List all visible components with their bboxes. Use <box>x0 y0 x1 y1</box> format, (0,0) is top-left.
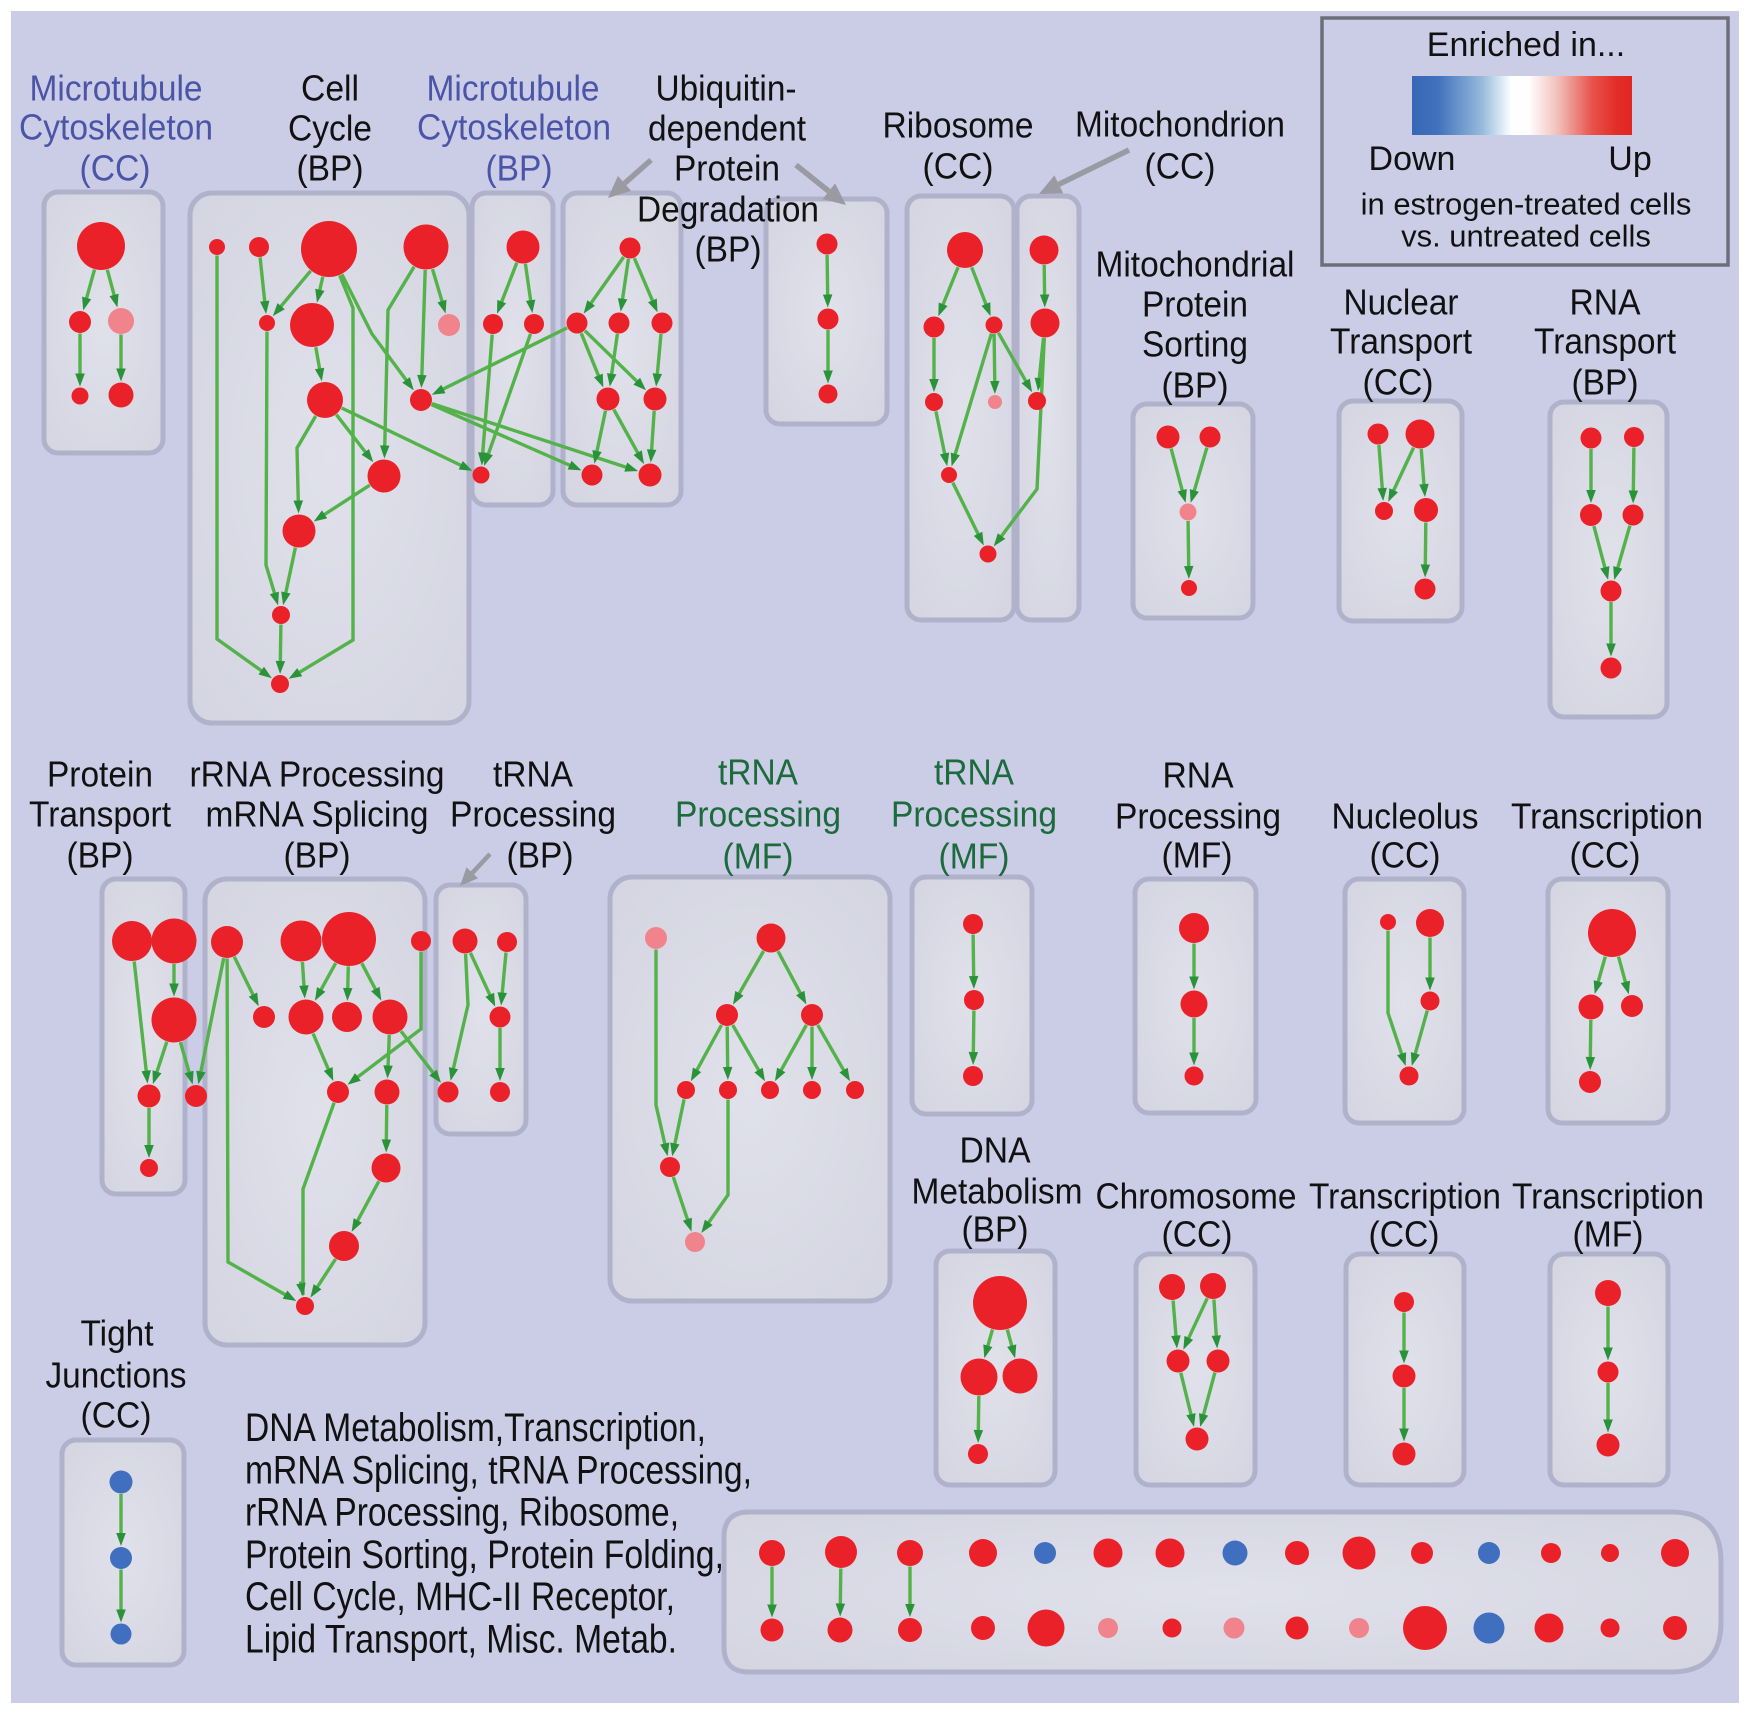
svg-text:dependent: dependent <box>648 108 806 149</box>
svg-text:rRNA Processing, Ribosome,: rRNA Processing, Ribosome, <box>245 1491 679 1535</box>
svg-text:(BP): (BP) <box>1572 362 1639 403</box>
svg-text:(CC): (CC) <box>923 146 994 187</box>
svg-text:Protein: Protein <box>47 754 153 795</box>
svg-text:tRNA: tRNA <box>718 752 798 793</box>
svg-text:Tight: Tight <box>81 1313 154 1354</box>
svg-text:(CC): (CC) <box>1370 835 1441 876</box>
svg-text:Junctions: Junctions <box>46 1355 187 1396</box>
svg-text:Cycle: Cycle <box>288 108 372 149</box>
svg-text:(BP): (BP) <box>507 835 574 876</box>
svg-text:(MF): (MF) <box>1162 835 1233 876</box>
svg-text:in estrogen-treated cells: in estrogen-treated cells <box>1361 187 1692 222</box>
svg-text:Sorting: Sorting <box>1142 324 1248 365</box>
svg-text:(BP): (BP) <box>67 835 134 876</box>
svg-text:(CC): (CC) <box>1162 1214 1233 1255</box>
svg-text:(CC): (CC) <box>80 148 151 189</box>
svg-text:Protein Sorting, Protein Foldi: Protein Sorting, Protein Folding, <box>245 1533 724 1577</box>
svg-text:Transcription: Transcription <box>1511 796 1703 837</box>
svg-text:(BP): (BP) <box>1162 365 1229 406</box>
svg-text:(BP): (BP) <box>297 148 364 189</box>
svg-text:Ribosome: Ribosome <box>883 105 1034 146</box>
svg-text:Up: Up <box>1608 140 1651 178</box>
svg-text:DNA: DNA <box>960 1130 1031 1171</box>
svg-text:Transcription: Transcription <box>1309 1176 1501 1217</box>
svg-text:Chromosome: Chromosome <box>1096 1176 1297 1217</box>
svg-text:Microtubule: Microtubule <box>30 68 203 109</box>
svg-text:Nuclear: Nuclear <box>1344 282 1459 323</box>
svg-text:Protein: Protein <box>674 148 780 189</box>
svg-text:Transport: Transport <box>29 794 171 835</box>
svg-text:Lipid Transport, Misc. Metab.: Lipid Transport, Misc. Metab. <box>245 1618 677 1662</box>
svg-text:(MF): (MF) <box>939 836 1010 877</box>
svg-text:Transport: Transport <box>1534 321 1676 362</box>
svg-text:mRNA Splicing: mRNA Splicing <box>206 794 429 835</box>
svg-text:(CC): (CC) <box>1363 362 1434 403</box>
svg-text:Mitochondrial: Mitochondrial <box>1096 244 1295 285</box>
svg-text:vs. untreated cells: vs. untreated cells <box>1401 219 1651 254</box>
svg-text:(CC): (CC) <box>1570 835 1641 876</box>
svg-text:tRNA: tRNA <box>934 752 1014 793</box>
svg-text:Enriched in...: Enriched in... <box>1427 26 1625 64</box>
svg-text:(CC): (CC) <box>1145 146 1216 187</box>
svg-text:(CC): (CC) <box>1369 1214 1440 1255</box>
svg-text:rRNA Processing: rRNA Processing <box>190 754 445 795</box>
svg-text:(BP): (BP) <box>962 1209 1029 1250</box>
svg-text:RNA: RNA <box>1163 755 1234 796</box>
svg-text:RNA: RNA <box>1570 282 1641 323</box>
svg-text:Cell Cycle, MHC-II Receptor,: Cell Cycle, MHC-II Receptor, <box>245 1575 675 1619</box>
svg-text:Transcription: Transcription <box>1512 1176 1704 1217</box>
svg-text:Cell: Cell <box>301 68 359 109</box>
svg-text:Metabolism: Metabolism <box>912 1171 1083 1212</box>
svg-text:(MF): (MF) <box>723 836 794 877</box>
svg-text:Microtubule: Microtubule <box>427 68 600 109</box>
svg-text:Degradation: Degradation <box>637 189 819 230</box>
svg-text:mRNA Splicing, tRNA Processing: mRNA Splicing, tRNA Processing, <box>245 1448 752 1492</box>
svg-text:(BP): (BP) <box>486 148 553 189</box>
svg-text:Cytoskeleton: Cytoskeleton <box>417 107 611 148</box>
svg-text:Transport: Transport <box>1330 321 1472 362</box>
svg-text:Down: Down <box>1369 140 1456 178</box>
svg-text:(MF): (MF) <box>1573 1214 1644 1255</box>
svg-text:(CC): (CC) <box>81 1395 152 1436</box>
svg-text:Processing: Processing <box>891 794 1057 835</box>
svg-text:Nucleolus: Nucleolus <box>1332 796 1479 837</box>
svg-text:Protein: Protein <box>1142 284 1248 325</box>
svg-text:Processing: Processing <box>1115 796 1281 837</box>
svg-text:Processing: Processing <box>675 794 841 835</box>
svg-text:DNA Metabolism,Transcription,: DNA Metabolism,Transcription, <box>245 1406 706 1450</box>
svg-text:Mitochondrion: Mitochondrion <box>1075 104 1285 145</box>
svg-text:Processing: Processing <box>450 794 616 835</box>
svg-text:Cytoskeleton: Cytoskeleton <box>19 107 213 148</box>
svg-text:tRNA: tRNA <box>493 754 573 795</box>
svg-text:Ubiquitin-: Ubiquitin- <box>656 68 797 109</box>
svg-text:(BP): (BP) <box>284 835 351 876</box>
svg-text:(BP): (BP) <box>695 229 762 270</box>
